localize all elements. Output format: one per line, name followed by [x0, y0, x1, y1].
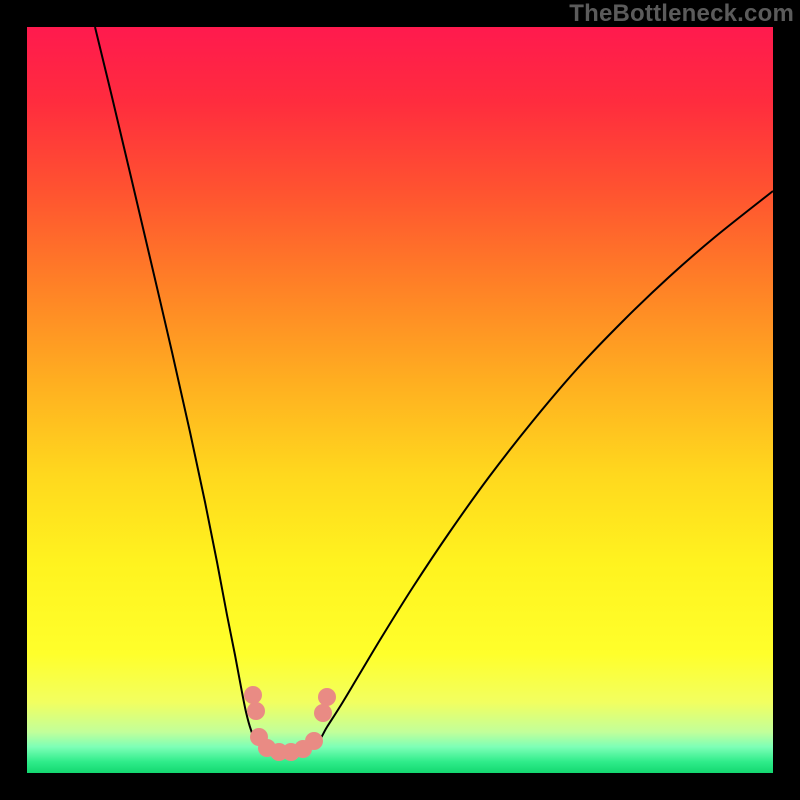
- chart-svg: [0, 0, 800, 800]
- curve-marker: [314, 704, 332, 722]
- curve-marker: [318, 688, 336, 706]
- chart-frame: TheBottleneck.com: [0, 0, 800, 800]
- curve-marker: [244, 686, 262, 704]
- watermark-text: TheBottleneck.com: [569, 0, 794, 28]
- plot-gradient: [27, 27, 773, 773]
- curve-marker: [247, 702, 265, 720]
- curve-marker: [305, 732, 323, 750]
